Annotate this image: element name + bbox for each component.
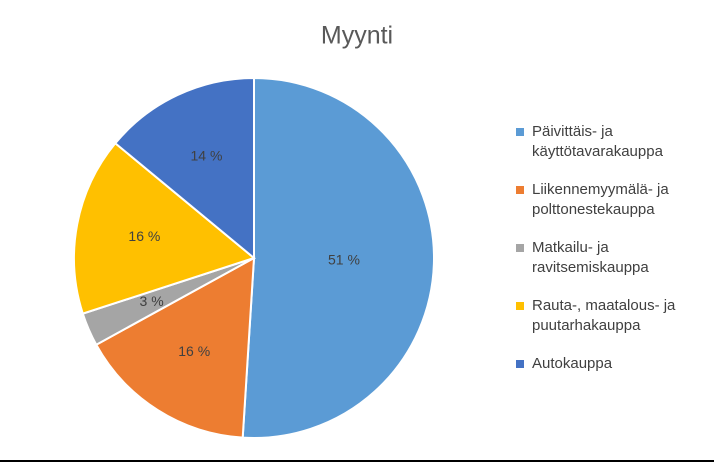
legend-label: Liikennemyymälä- ja polttonestekauppa [532, 181, 669, 218]
chart-title: Myynti [321, 22, 393, 50]
legend: Päivittäis- ja käyttötavarakauppa Liikenn… [516, 122, 706, 374]
data-label: 16 % [128, 228, 160, 244]
legend-swatch [516, 302, 524, 310]
legend-item: Liikennemyymälä- ja polttonestekauppa [516, 180, 706, 220]
legend-swatch [516, 128, 524, 136]
legend-label: Päivittäis- ja käyttötavarakauppa [532, 123, 663, 160]
legend-swatch [516, 244, 524, 252]
legend-swatch [516, 360, 524, 368]
legend-item: Autokauppa [516, 354, 706, 374]
pie-slice [73, 141, 257, 315]
legend-item: Päivittäis- ja käyttötavarakauppa [516, 122, 706, 162]
legend-label: Matkailu- ja ravitsemiskauppa [532, 239, 649, 276]
data-label: 51 % [328, 252, 360, 268]
pie-slice [241, 76, 435, 439]
data-label: 16 % [178, 343, 210, 359]
legend-item: Matkailu- ja ravitsemiskauppa [516, 238, 706, 278]
pie-slice [94, 256, 256, 439]
legend-label: Autokauppa [532, 355, 613, 372]
legend-item: Rauta-, maatalous- ja puutarhakauppa [516, 296, 706, 336]
data-label: 14 % [191, 148, 223, 164]
pie-slice [113, 76, 255, 261]
legend-swatch [516, 186, 524, 194]
legend-label: Rauta-, maatalous- ja puutarhakauppa [532, 297, 676, 334]
data-label: 3 % [140, 293, 164, 309]
